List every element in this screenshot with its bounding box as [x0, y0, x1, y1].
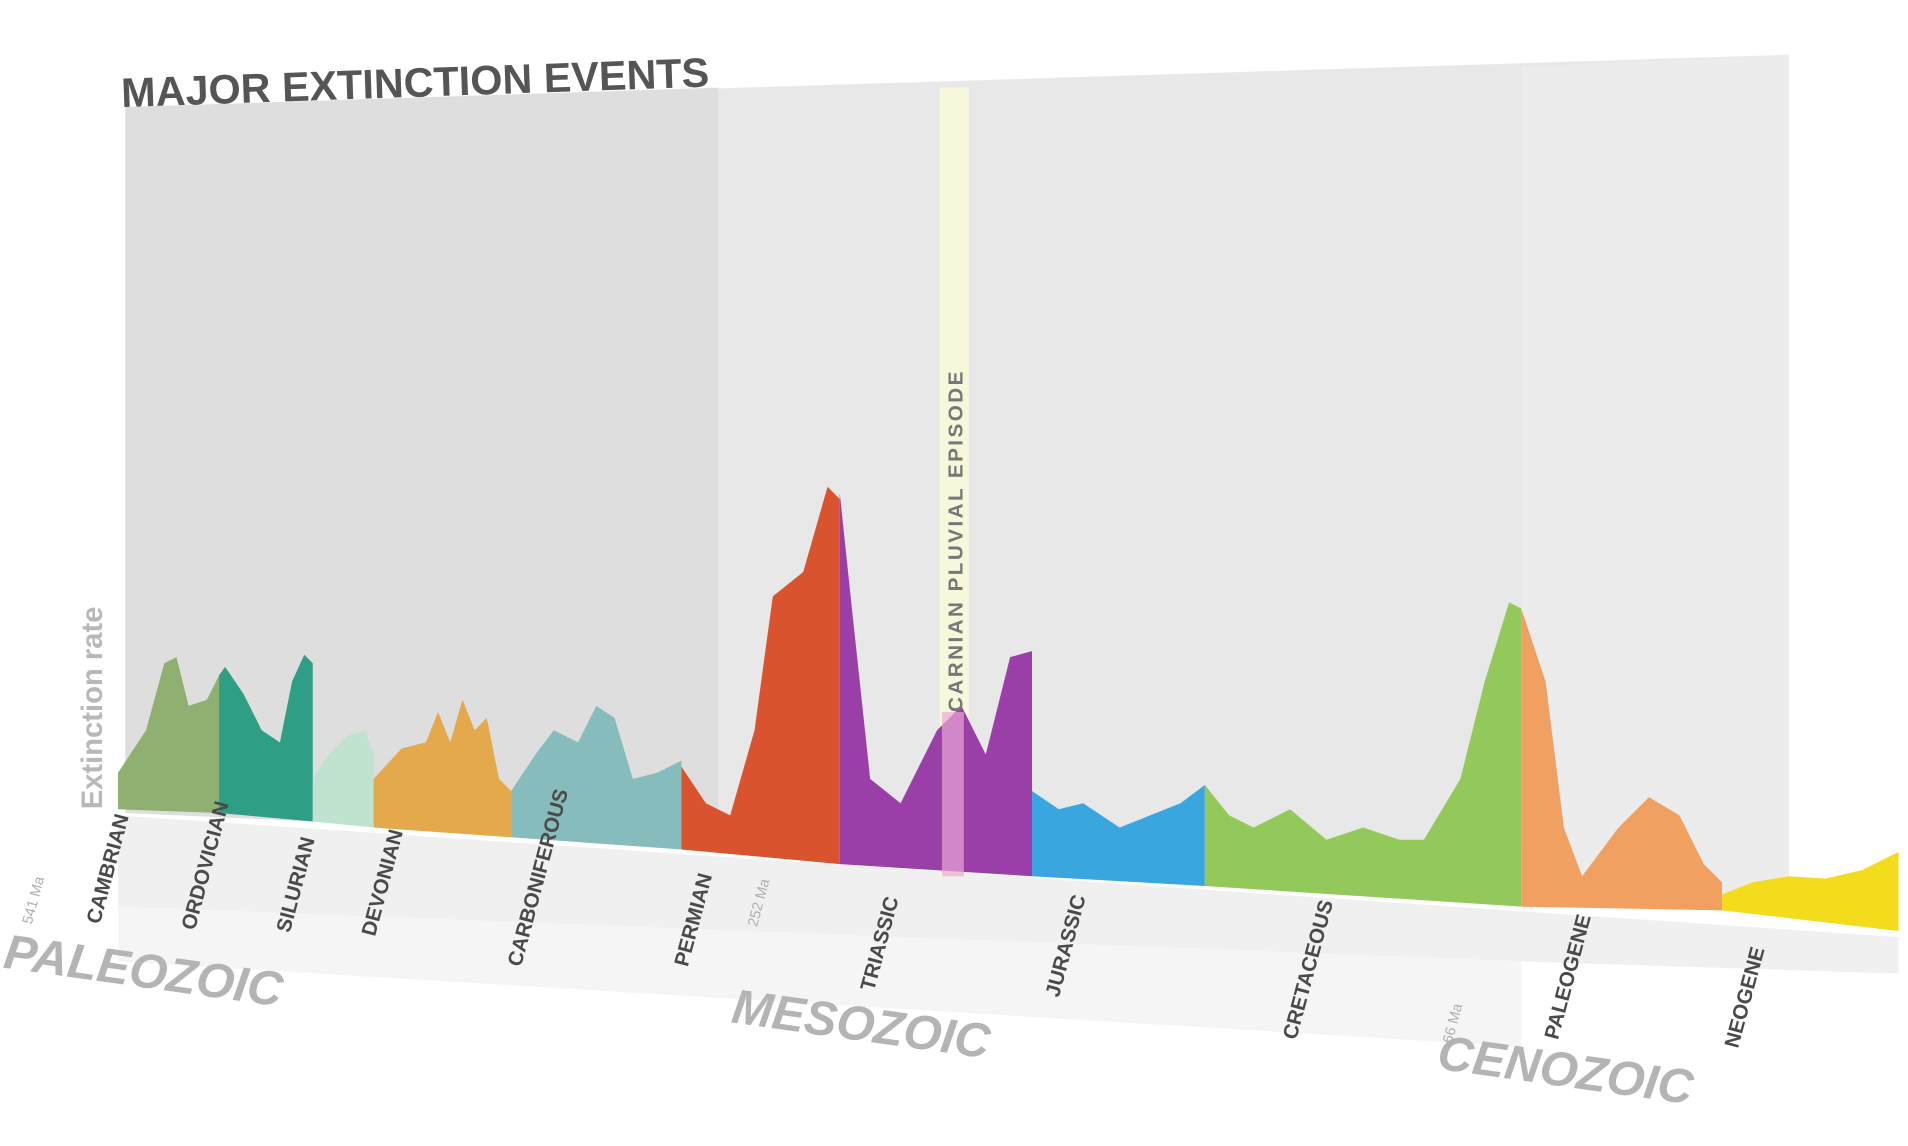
carnian-highlight: [941, 711, 964, 877]
label-band: [118, 906, 1522, 1047]
curve-cambrian: [118, 657, 220, 813]
curve-neogene: [1722, 851, 1899, 932]
label-band: [118, 815, 1899, 974]
curve-cretaceous: [1204, 602, 1522, 907]
background-panel: [1521, 54, 1789, 907]
curve-carboniferous: [511, 705, 682, 850]
curve-permian: [681, 486, 840, 865]
curve-silurian: [312, 730, 374, 828]
curve-paleogene: [1521, 608, 1723, 911]
curve-jurassic: [1032, 784, 1205, 886]
curve-triassic: [839, 492, 1033, 877]
curve-ordovician: [219, 654, 313, 822]
era-label: CENOZOIC: [1435, 1026, 1698, 1115]
annotation: CARNIAN PLUVIAL EPISODE: [945, 369, 968, 712]
scaled-layout: MAJOR EXTINCTION EVENTS Extinction rate …: [1, 50, 1899, 1115]
y-axis-label: Extinction rate: [77, 607, 109, 810]
curve-devonian: [373, 699, 512, 838]
date-label: 541 Ma: [20, 874, 48, 926]
background-panel: [125, 87, 719, 840]
